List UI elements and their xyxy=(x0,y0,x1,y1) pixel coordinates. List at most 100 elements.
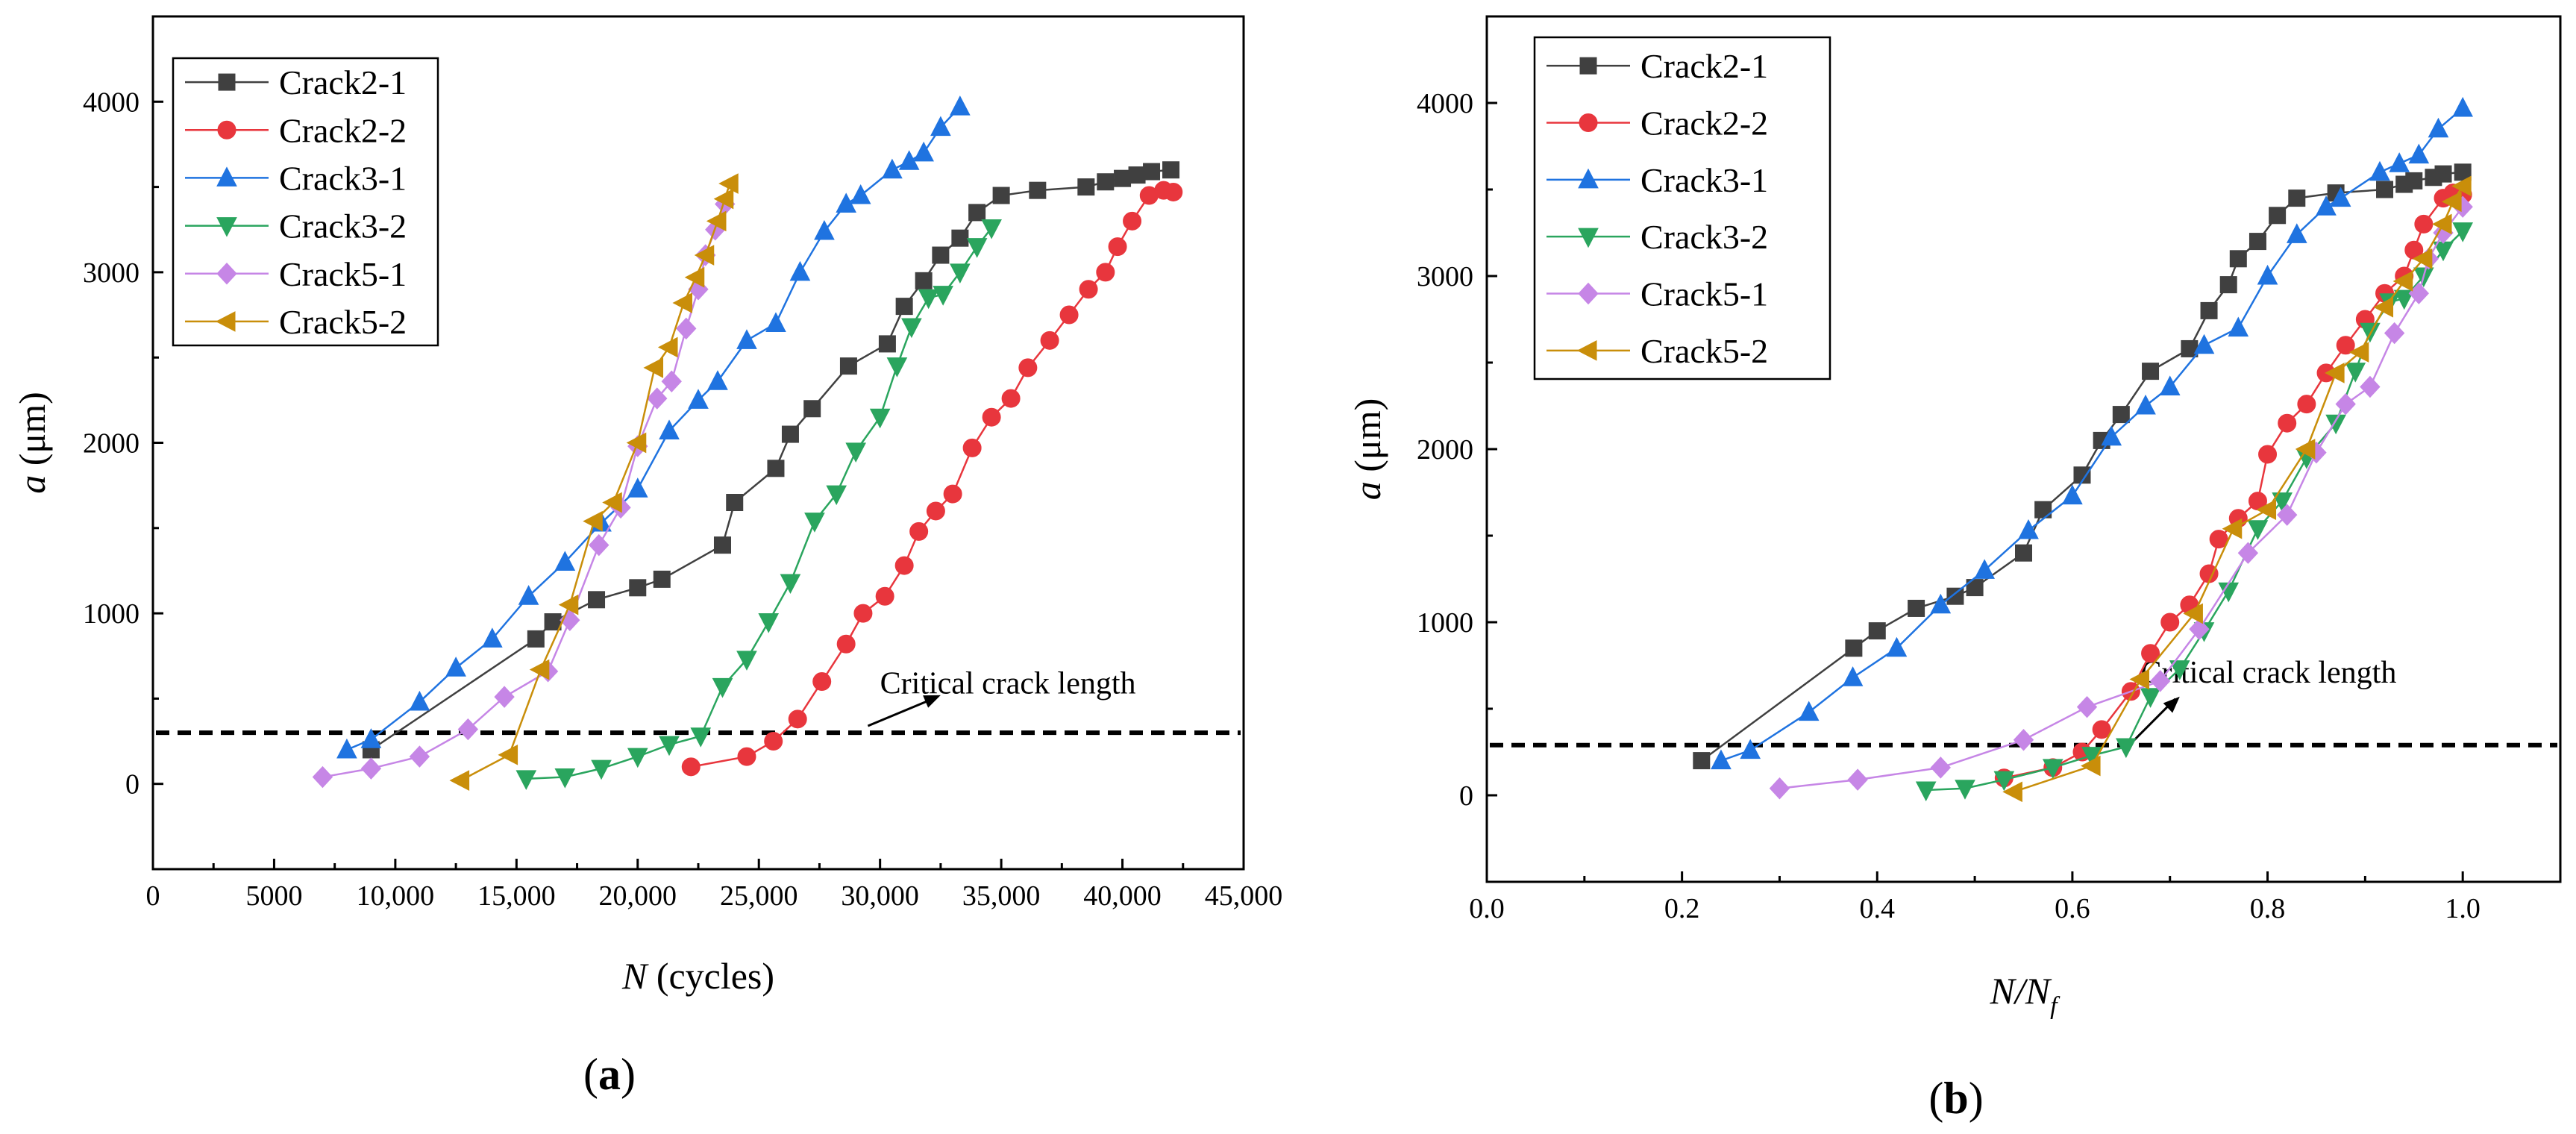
y-tick-label: 2000 xyxy=(83,428,140,460)
Crack5-2-point-1 xyxy=(498,745,518,765)
Crack2-1-point-11 xyxy=(2142,363,2160,380)
Crack5-1-line xyxy=(1779,206,2464,789)
Crack2-2-point-4 xyxy=(812,672,832,692)
Crack5-1-point-0 xyxy=(312,765,333,789)
Crack5-1-point-2 xyxy=(409,745,430,768)
Crack3-1-point-20 xyxy=(2408,143,2430,164)
y-axis-title: a (μm) xyxy=(11,392,53,494)
Crack5-2-point-6 xyxy=(2295,439,2316,460)
Crack2-1-point-21 xyxy=(1097,173,1115,191)
x-tick-label: 35,000 xyxy=(962,880,1041,912)
Crack3-1-point-15 xyxy=(2286,223,2307,243)
Crack2-1-point-19 xyxy=(1029,181,1047,199)
Crack5-1-point-4 xyxy=(2076,695,2098,718)
Crack2-1-point-17 xyxy=(2269,207,2287,225)
Crack5-1-point-5 xyxy=(2149,670,2171,692)
y-tick-label: 4000 xyxy=(1417,88,1473,119)
Crack2-2-point-24 xyxy=(1164,182,1183,201)
Crack3-1-point-17 xyxy=(850,184,871,204)
Crack5-2-point-9 xyxy=(2373,296,2394,318)
Crack2-1-point-24 xyxy=(2434,165,2452,183)
Crack5-2-point-4 xyxy=(583,510,603,532)
Crack5-1-point-11 xyxy=(661,370,682,392)
Crack5-2-point-legend xyxy=(215,311,236,332)
x-tick-label: 30,000 xyxy=(841,880,919,912)
Crack3-1-point-13 xyxy=(2228,316,2249,337)
Crack3-2-point-2 xyxy=(591,759,612,780)
Crack3-2-point-18 xyxy=(950,263,971,284)
Crack5-2-point-14 xyxy=(718,173,739,194)
Crack5-2-point-13 xyxy=(713,188,734,210)
Crack3-2-point-6 xyxy=(712,677,733,698)
Crack5-2-point-1 xyxy=(2080,755,2101,777)
legend-label-Crack3-2: Crack3-2 xyxy=(279,207,407,245)
Crack3-2-point-legend xyxy=(216,217,237,237)
Crack2-1-point-18 xyxy=(2288,189,2306,207)
Crack5-2-point-12 xyxy=(706,210,727,232)
legend-label-Crack5-1: Crack5-1 xyxy=(1640,275,1768,313)
Crack3-1-point-9 xyxy=(659,419,680,439)
Crack3-2-point-0 xyxy=(1915,781,1937,802)
x-tick-label: 0.2 xyxy=(1664,893,1700,924)
Crack2-2-point-18 xyxy=(1079,280,1098,299)
Crack3-1-point-1 xyxy=(1740,739,1761,759)
Crack5-2-point-5 xyxy=(2256,499,2277,521)
Crack5-1-point-2 xyxy=(1930,756,1951,779)
Crack5-2-point-7 xyxy=(643,357,664,378)
Crack3-2-point-9 xyxy=(2218,582,2240,603)
Crack3-2-point-3 xyxy=(627,748,648,768)
series-Crack2-2 xyxy=(1994,184,2472,788)
Crack2-2-point-21 xyxy=(1123,211,1142,231)
Crack3-2-point-9 xyxy=(780,574,801,595)
Crack3-2-point-20 xyxy=(2452,222,2474,242)
x-axis-title-unit: (cycles) xyxy=(647,955,774,997)
legend-box xyxy=(1533,36,1831,380)
Crack2-1-point-20 xyxy=(2376,181,2394,198)
Crack2-1-point-23 xyxy=(1128,166,1146,184)
Crack5-1-point-6 xyxy=(2189,618,2210,641)
Crack2-1-point-legend xyxy=(218,73,236,91)
y-tick-label: 1000 xyxy=(1417,607,1473,639)
Crack3-1-point-1 xyxy=(360,728,382,748)
Crack2-1-point-3 xyxy=(1908,599,1925,617)
Crack3-2-point-7 xyxy=(2169,660,2190,680)
Crack2-2-point-0 xyxy=(681,757,701,777)
Crack5-2-point-7 xyxy=(2325,363,2345,383)
legend-label-Crack2-2: Crack2-2 xyxy=(279,111,407,149)
Crack5-2-point-0 xyxy=(449,770,470,791)
y-tick-label: 3000 xyxy=(83,257,140,289)
series-Crack3-1 xyxy=(1711,96,2474,770)
Crack3-1-point-21 xyxy=(2428,117,2449,138)
Crack2-1-point-15 xyxy=(932,246,950,264)
Crack2-1-point-20 xyxy=(1077,178,1095,196)
Crack3-2-point-legend xyxy=(1578,228,1599,248)
y-tick-label: 0 xyxy=(125,769,140,801)
Crack3-1-point-22 xyxy=(2452,96,2474,117)
Crack2-2-point-2 xyxy=(764,732,783,751)
Crack2-2-point-6 xyxy=(853,604,873,623)
Crack5-2-point-3 xyxy=(2183,603,2203,624)
Crack5-1-point-12 xyxy=(2384,322,2405,345)
x-tick-label: 1.0 xyxy=(2445,893,2481,924)
x-tick-label: 15,000 xyxy=(477,880,556,912)
Crack3-2-point-7 xyxy=(736,651,757,671)
Crack2-1-point-17 xyxy=(968,204,986,222)
Crack2-1-point-0 xyxy=(1693,752,1711,770)
y-axis-title-unit: (μm) xyxy=(11,392,53,475)
legend-label-Crack3-2: Crack3-2 xyxy=(1640,218,1768,256)
Crack3-2-point-15 xyxy=(901,318,922,339)
x-axis-title: N/Nf xyxy=(1989,970,2061,1020)
Crack3-1-point-10 xyxy=(688,389,709,409)
Crack3-2-point-1 xyxy=(1955,780,1975,800)
Crack5-1-point-8 xyxy=(2277,504,2298,526)
y-tick-label: 0 xyxy=(1459,780,1473,812)
Crack3-2-point-11 xyxy=(826,485,847,506)
Crack2-1-point-2 xyxy=(1868,622,1886,640)
Crack3-1-point-21 xyxy=(930,116,951,137)
Crack2-2-point-8 xyxy=(894,556,914,575)
Crack2-2-point-5 xyxy=(2141,644,2160,663)
Crack2-2-point-21 xyxy=(2414,214,2434,234)
Crack3-1-point-4 xyxy=(482,627,503,648)
x-tick-label: 5000 xyxy=(245,880,302,912)
Crack2-1-point-8 xyxy=(767,460,785,477)
